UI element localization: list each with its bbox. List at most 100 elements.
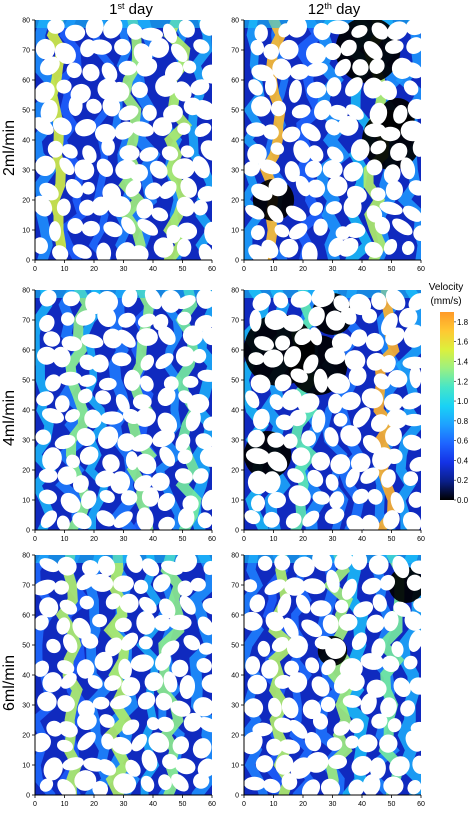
- grain: [92, 696, 110, 710]
- grain: [66, 62, 82, 79]
- grain: [56, 515, 70, 530]
- y-tick-label: 60: [22, 78, 30, 85]
- panel-0-1: 0 10 20 30 40 50 60 0 10 20 30 40 50 60 70 80: [231, 18, 425, 274]
- grain: [360, 467, 380, 484]
- grain: [350, 139, 370, 161]
- grain: [383, 510, 400, 530]
- grain: [346, 185, 367, 204]
- grain: [120, 490, 138, 506]
- grain: [35, 579, 56, 596]
- grain: [304, 160, 323, 178]
- grain: [39, 489, 57, 505]
- grain: [99, 489, 115, 504]
- grain: [180, 177, 198, 198]
- grain: [54, 434, 76, 450]
- grain: [174, 468, 193, 484]
- grain: [80, 334, 104, 349]
- grain: [36, 391, 54, 407]
- grain: [182, 60, 197, 74]
- grain: [202, 597, 212, 615]
- grain: [43, 331, 61, 347]
- grain: [114, 38, 131, 56]
- x-tick-label: 10: [270, 801, 278, 808]
- grain: [152, 117, 173, 137]
- grain: [342, 694, 362, 708]
- grain: [199, 446, 212, 467]
- y-tick-label: 40: [22, 408, 30, 415]
- grain: [100, 411, 124, 425]
- grain: [177, 222, 198, 240]
- y-tick-label: 50: [22, 108, 30, 115]
- grain: [126, 555, 143, 573]
- grain: [289, 409, 307, 427]
- grain: [304, 732, 322, 752]
- grain: [325, 474, 339, 491]
- grain: [178, 20, 195, 38]
- y-tick-label: 0: [26, 528, 30, 535]
- x-tick-label: 30: [120, 266, 128, 273]
- grain: [134, 475, 153, 492]
- grain: [408, 629, 421, 652]
- grain: [383, 610, 399, 632]
- grain: [158, 516, 175, 530]
- x-tick-label: 20: [90, 536, 98, 543]
- grain: [274, 374, 292, 392]
- grain: [368, 555, 389, 575]
- grain: [404, 62, 421, 79]
- grain: [320, 696, 336, 712]
- grain: [102, 454, 120, 473]
- x-tick-label: 30: [120, 801, 128, 808]
- grain: [274, 717, 294, 733]
- grain: [59, 157, 75, 176]
- grain: [371, 638, 386, 659]
- grain: [383, 164, 401, 184]
- grain: [308, 145, 324, 162]
- grain: [58, 721, 78, 738]
- grain: [248, 79, 263, 96]
- colorbar-tick-label: 0.8: [457, 417, 469, 426]
- grain: [47, 20, 65, 34]
- grain: [281, 773, 298, 790]
- grain: [284, 660, 300, 676]
- y-tick-label: 70: [22, 48, 30, 55]
- grain: [125, 179, 142, 197]
- grain: [390, 492, 405, 514]
- grain: [104, 675, 122, 691]
- grain: [153, 314, 169, 331]
- grain: [54, 580, 69, 595]
- inlet-band: [244, 555, 421, 563]
- grain: [398, 307, 418, 328]
- grain: [38, 468, 58, 483]
- x-tick-label: 50: [388, 266, 396, 273]
- grain: [286, 635, 308, 659]
- grain: [197, 616, 212, 636]
- grain: [177, 580, 194, 597]
- grain: [193, 697, 212, 717]
- grain: [261, 659, 279, 679]
- grain: [328, 754, 347, 770]
- y-tick-label: 50: [231, 108, 239, 115]
- grain: [270, 142, 285, 155]
- grain: [193, 199, 208, 216]
- grain: [66, 454, 80, 469]
- grain: [39, 597, 59, 618]
- grain: [52, 245, 69, 260]
- grain: [82, 145, 97, 164]
- grain: [182, 375, 199, 388]
- grain: [371, 22, 389, 40]
- x-tick-label: 10: [61, 801, 69, 808]
- grain: [136, 611, 156, 635]
- y-tick-label: 10: [231, 763, 239, 770]
- grain: [322, 614, 339, 634]
- grain: [402, 434, 421, 451]
- panel-0-0: 0 10 20 30 40 50 60 0 10 20 30 40 50 60 70 80: [22, 18, 216, 274]
- grain: [401, 392, 421, 410]
- grain: [268, 177, 288, 197]
- x-tick-label: 20: [299, 536, 307, 543]
- grain: [72, 617, 91, 640]
- grain: [301, 619, 323, 638]
- grain: [187, 393, 210, 414]
- grain: [302, 578, 326, 595]
- grain: [285, 205, 307, 222]
- colorbar-tick-label: 1.4: [457, 357, 469, 366]
